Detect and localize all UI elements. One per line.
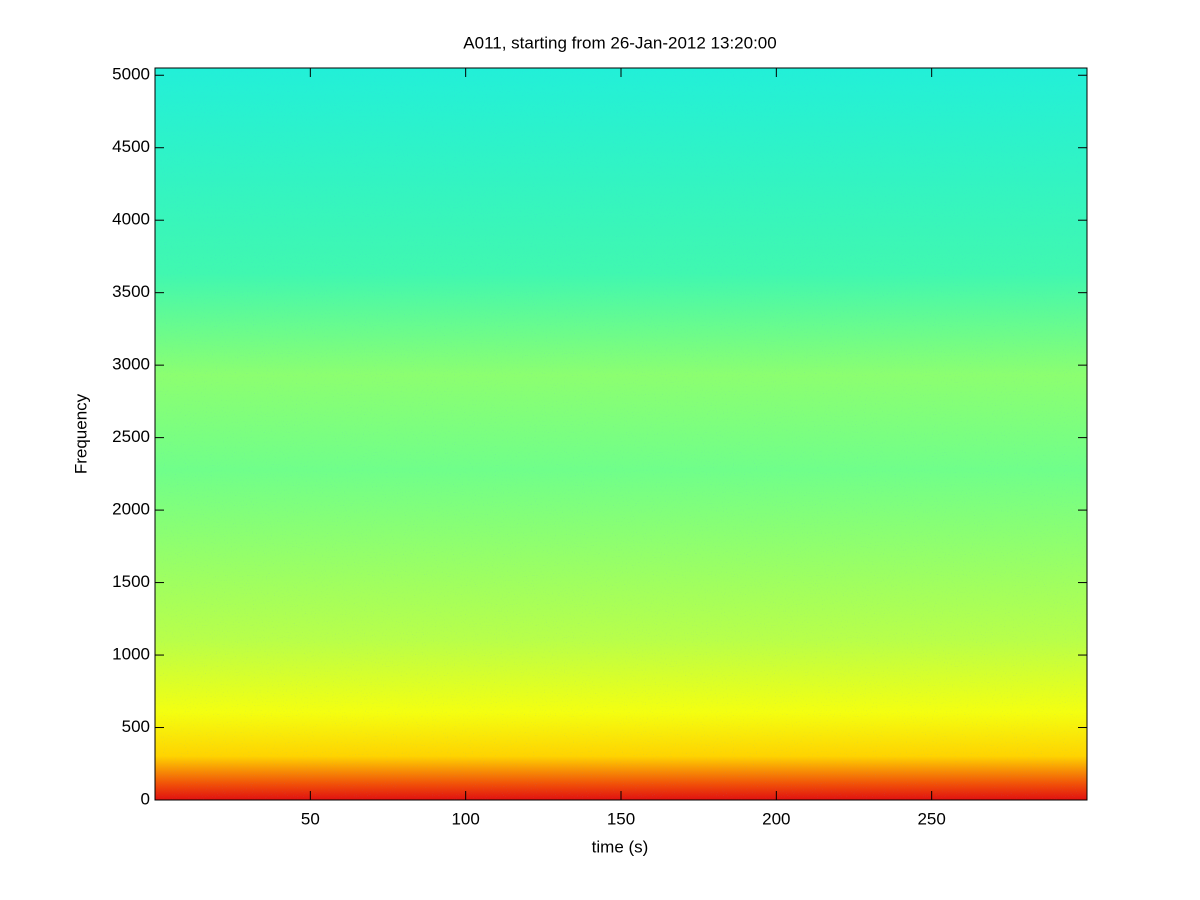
y-tick-label: 1500 (112, 572, 150, 591)
y-tick-label: 4000 (112, 210, 150, 229)
x-tick-label: 150 (607, 809, 635, 828)
y-tick-label: 0 (141, 789, 150, 808)
x-tick-label: 100 (451, 809, 479, 828)
y-tick-label: 4500 (112, 137, 150, 156)
y-tick-label: 2500 (112, 427, 150, 446)
y-tick-label: 2000 (112, 500, 150, 519)
x-axis-label: time (s) (592, 837, 649, 856)
spectrogram-texture (155, 68, 1087, 800)
y-tick-label: 3000 (112, 355, 150, 374)
chart-title: A011, starting from 26-Jan-2012 13:20:00 (463, 33, 776, 52)
y-tick-label: 1000 (112, 645, 150, 664)
x-tick-label: 200 (762, 809, 790, 828)
x-tick-label: 250 (917, 809, 945, 828)
y-tick-label: 3500 (112, 282, 150, 301)
y-axis-label: Frequency (71, 393, 90, 474)
y-tick-label: 5000 (112, 65, 150, 84)
x-tick-label: 50 (301, 809, 320, 828)
y-tick-label: 500 (122, 717, 150, 736)
